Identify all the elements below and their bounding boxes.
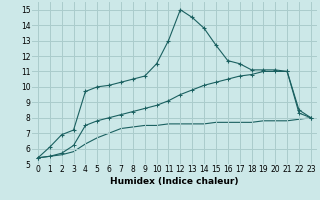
X-axis label: Humidex (Indice chaleur): Humidex (Indice chaleur) <box>110 177 239 186</box>
